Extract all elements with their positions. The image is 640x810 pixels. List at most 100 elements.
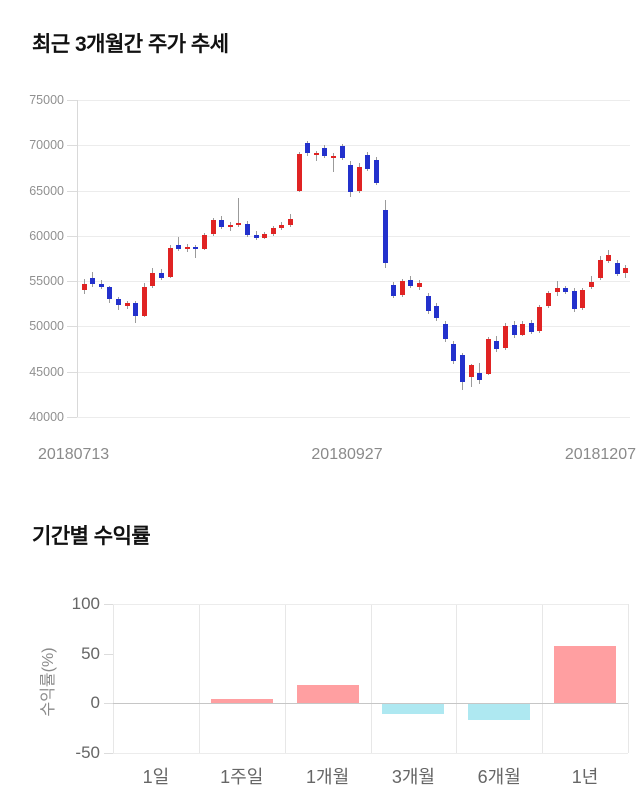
candle-up xyxy=(236,223,241,226)
price-y-tick xyxy=(67,145,77,147)
returns-y-tick xyxy=(104,653,113,655)
returns-y-tick xyxy=(104,753,113,754)
candle-wick xyxy=(333,152,334,173)
returns-y-tick-label: 50 xyxy=(81,643,100,663)
candle-up xyxy=(486,339,491,374)
candle-up xyxy=(469,365,474,378)
return-bar xyxy=(554,645,617,704)
price-gridline xyxy=(77,190,630,192)
candle-down xyxy=(365,155,370,169)
candle-up xyxy=(288,218,293,225)
price-y-tick-label: 65000 xyxy=(29,183,64,198)
candle-down xyxy=(374,159,379,184)
price-y-tick xyxy=(67,371,77,373)
price-y-tick xyxy=(67,281,77,283)
price-gridline xyxy=(77,417,630,418)
candle-down xyxy=(322,148,327,157)
returns-x-tick-label: 1년 xyxy=(571,767,599,787)
candle-down xyxy=(176,244,181,249)
candle-down xyxy=(494,340,499,350)
candle-up xyxy=(271,227,276,235)
price-y-tick xyxy=(67,235,77,237)
return-bar xyxy=(210,699,273,704)
candle-up xyxy=(331,156,336,159)
candle-down xyxy=(305,142,310,153)
candle-up xyxy=(279,224,284,228)
candle-down xyxy=(451,343,456,361)
candle-up xyxy=(125,302,130,306)
candle-down xyxy=(116,299,121,305)
candle-down xyxy=(529,322,534,332)
candle-wick xyxy=(178,236,179,252)
candle-down xyxy=(193,246,198,250)
candle-up xyxy=(357,167,362,192)
returns-x-tick-label: 1주일 xyxy=(220,767,264,787)
candle-up xyxy=(417,282,422,288)
candle-up xyxy=(262,234,267,238)
candle-down xyxy=(563,288,568,292)
candle-down xyxy=(107,287,112,300)
price-gridline xyxy=(77,281,630,283)
candle-down xyxy=(460,355,465,382)
returns-x-tick-label: 1일 xyxy=(142,767,170,787)
price-gridline xyxy=(77,235,630,237)
returns-gridline-v xyxy=(284,604,286,753)
candle-up xyxy=(82,283,87,291)
price-y-tick-label: 60000 xyxy=(29,228,64,243)
candle-up xyxy=(520,323,525,335)
price-y-tick-label: 45000 xyxy=(29,364,64,379)
candle-up xyxy=(589,282,594,288)
returns-y-tick-label: 0 xyxy=(90,693,100,713)
candle-down xyxy=(391,284,396,296)
return-bar xyxy=(468,704,531,721)
returns-gridline-bottom xyxy=(113,753,628,754)
x-axis-label-start: 20180713 xyxy=(38,446,110,463)
candle-up xyxy=(314,153,319,156)
candle-wick xyxy=(316,150,317,161)
candle-up xyxy=(555,288,560,292)
returns-y-tick-label: 100 xyxy=(71,594,100,613)
returns-y-tick xyxy=(104,703,113,705)
candle-up xyxy=(623,268,628,273)
candle-down xyxy=(615,263,620,274)
returns-gridline-v xyxy=(370,604,372,753)
candle-up xyxy=(580,290,585,309)
returns-gridline-top xyxy=(113,604,628,605)
candle-down xyxy=(254,234,259,238)
candle-down xyxy=(408,280,413,286)
candle-up xyxy=(503,325,508,349)
candle-wick xyxy=(195,244,196,258)
returns-y-tick-label: -50 xyxy=(75,743,100,762)
returns-gridline-v xyxy=(628,604,629,753)
returns-y-tick xyxy=(104,604,113,605)
candle-down xyxy=(426,295,431,312)
candle-up xyxy=(150,272,155,286)
x-axis-label-middle: 20180927 xyxy=(311,446,383,463)
price-gridline xyxy=(77,326,630,328)
returns-gridline-v xyxy=(113,604,114,753)
candle-down xyxy=(512,324,517,336)
price-gridline xyxy=(77,371,630,373)
price-y-axis-line xyxy=(77,100,78,417)
candle-down xyxy=(348,165,353,193)
returns-chart-title: 기간별 수익률 xyxy=(32,525,151,548)
candle-up xyxy=(202,234,207,249)
candle-down xyxy=(219,219,224,227)
candle-down xyxy=(133,302,138,317)
returns-gridline-v xyxy=(456,604,458,753)
price-y-tick xyxy=(67,326,77,328)
price-y-tick-label: 55000 xyxy=(29,274,64,289)
price-chart-title: 최근 3개월간 주가 추세 xyxy=(32,33,229,56)
returns-x-tick-label: 6개월 xyxy=(477,767,521,787)
candle-down xyxy=(340,146,345,158)
returns-gridline-v xyxy=(198,604,200,753)
candle-up xyxy=(400,281,405,295)
candle-down xyxy=(572,291,577,310)
price-gridline xyxy=(77,100,630,101)
price-y-tick xyxy=(67,100,77,101)
price-gridline xyxy=(77,145,630,147)
candle-down xyxy=(159,272,164,278)
candle-up xyxy=(211,220,216,235)
candle-up xyxy=(228,224,233,227)
